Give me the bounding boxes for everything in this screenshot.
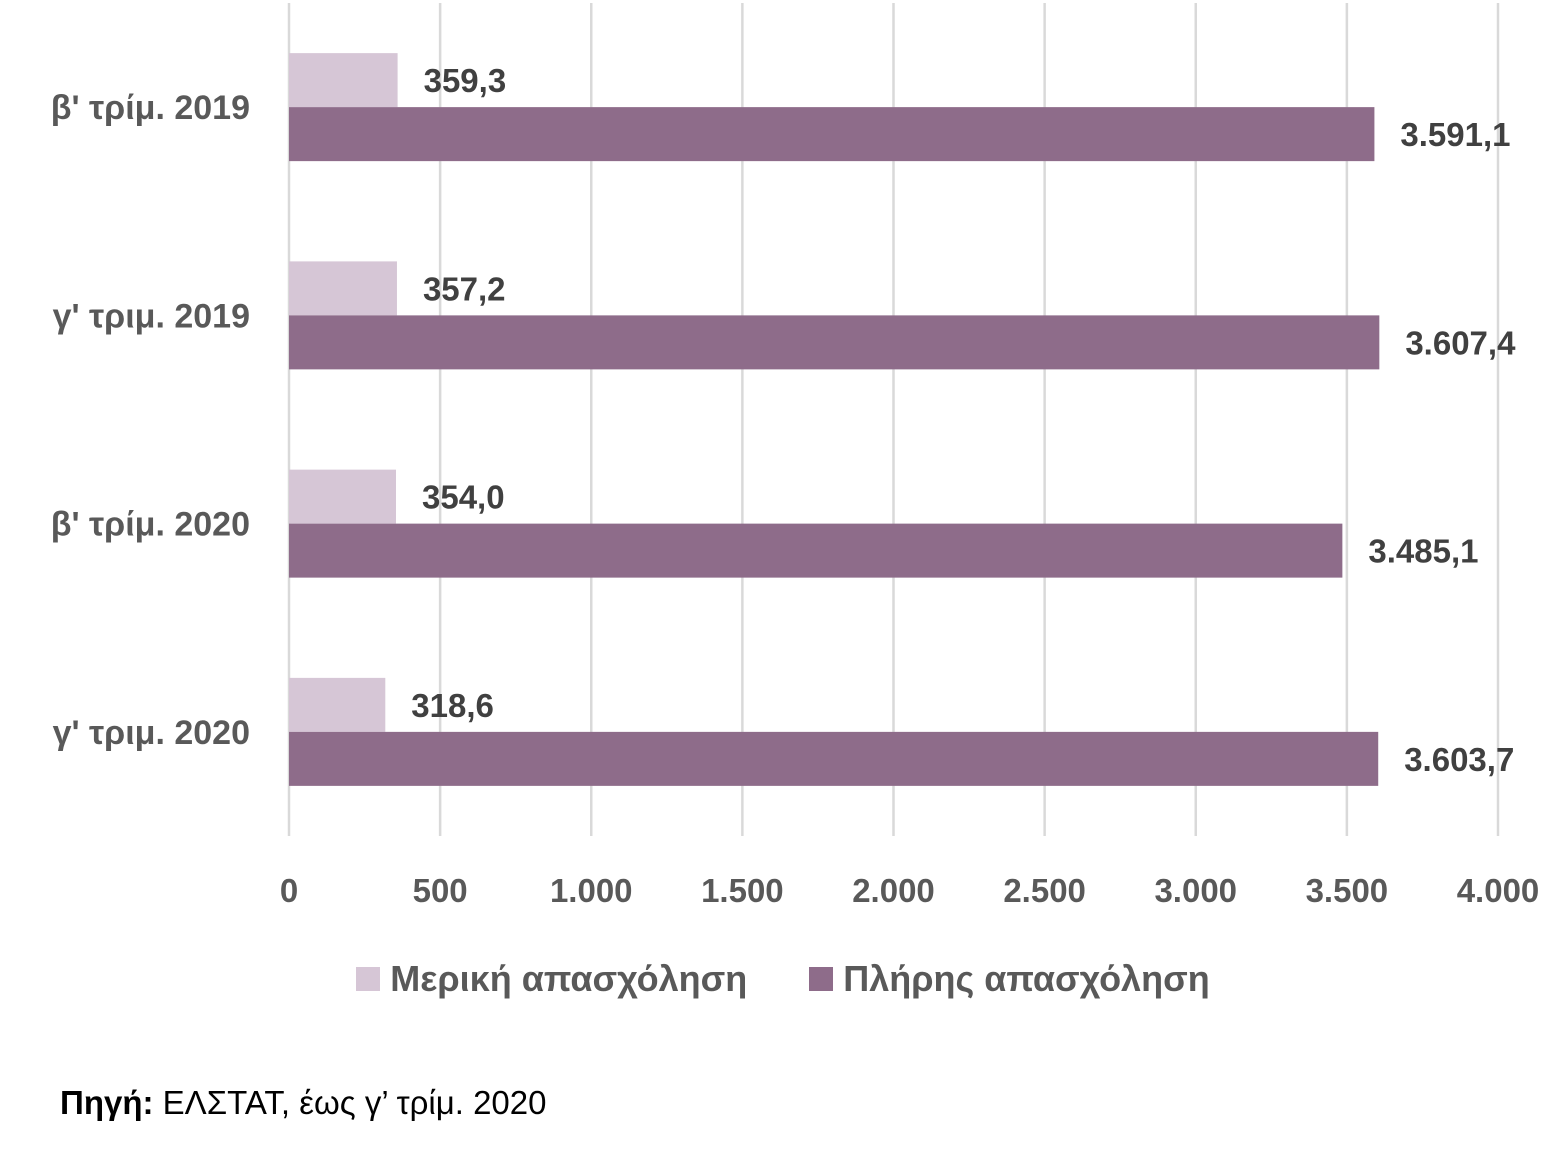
x-tick-label: 2.500	[1003, 872, 1086, 909]
x-tick-label: 2.000	[852, 872, 935, 909]
category-label: β' τρίμ. 2019	[51, 89, 250, 127]
data-label: 354,0	[422, 479, 505, 516]
source-label: Πηγή:	[60, 1084, 154, 1121]
source-text: ΕΛΣΤΑΤ, έως γ’ τρίμ. 2020	[162, 1084, 547, 1121]
bars	[289, 53, 1380, 786]
legend-label-full-time: Πλήρης απασχόληση	[843, 958, 1210, 999]
bar	[289, 677, 386, 732]
x-tick-labels: 0 500 1.000 1.500 2.000 2.500 3.000 3.500 4.000	[280, 872, 1539, 909]
x-tick-label: 500	[413, 872, 468, 909]
data-labels: 359,3 3.591,1 357,2 3.607,4 354,0 3.485,1 318,…	[411, 62, 1516, 778]
category-labels: β' τρίμ. 2019 γ' τριμ. 2019 β' τρίμ. 2020 γ…	[51, 89, 250, 752]
data-label: 3.607,4	[1405, 324, 1516, 361]
x-tick-label: 1.000	[550, 872, 633, 909]
source-note: Πηγή: ΕΛΣΤΑΤ, έως γ’ τρίμ. 2020	[60, 1084, 547, 1122]
legend-item-part-time: Μερική απασχόληση	[356, 958, 747, 1000]
legend-item-full-time: Πλήρης απασχόληση	[809, 958, 1210, 1000]
category-label: β' τρίμ. 2020	[51, 506, 250, 544]
bar	[289, 315, 1380, 370]
legend: Μερική απασχόληση Πλήρης απασχόληση	[0, 958, 1566, 1000]
legend-swatch-part-time	[356, 967, 381, 991]
x-tick-label: 1.500	[701, 872, 784, 909]
data-label: 318,6	[411, 687, 494, 724]
category-label: γ' τριμ. 2020	[53, 714, 250, 752]
data-label: 3.485,1	[1368, 533, 1478, 570]
x-tick-label: 0	[280, 872, 298, 909]
bar	[289, 523, 1343, 578]
data-label: 357,2	[423, 270, 506, 307]
data-label: 3.591,1	[1400, 116, 1510, 153]
bar	[289, 53, 398, 108]
data-label: 3.603,7	[1404, 741, 1514, 778]
x-tick-label: 3.000	[1154, 872, 1237, 909]
bar	[289, 261, 397, 316]
data-label: 359,3	[424, 62, 507, 99]
category-label: γ' τριμ. 2019	[53, 297, 250, 335]
legend-swatch-full-time	[809, 967, 834, 991]
x-tick-label: 4.000	[1457, 872, 1540, 909]
bar-chart: β' τρίμ. 2019 γ' τριμ. 2019 β' τρίμ. 2020 γ…	[51, 3, 1539, 909]
legend-label-part-time: Μερική απασχόληση	[390, 958, 748, 999]
bar	[289, 107, 1375, 162]
x-tick-label: 3.500	[1306, 872, 1389, 909]
bar	[289, 469, 396, 524]
bar	[289, 731, 1379, 786]
